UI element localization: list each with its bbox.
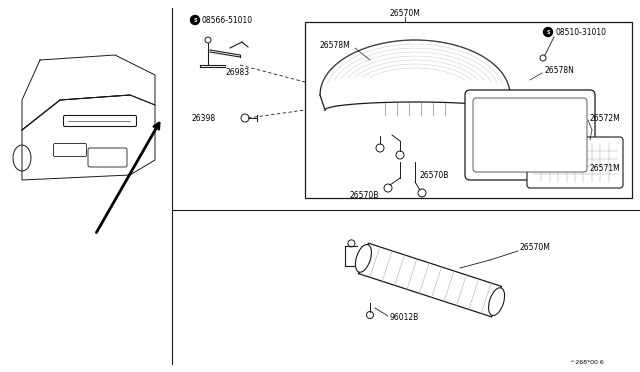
FancyBboxPatch shape <box>54 144 86 157</box>
Circle shape <box>540 55 546 61</box>
Circle shape <box>241 114 249 122</box>
Text: 26578N: 26578N <box>545 65 575 74</box>
Text: ^268*00 6: ^268*00 6 <box>570 360 604 366</box>
Bar <box>305 22 632 198</box>
Text: 96012B: 96012B <box>390 314 419 323</box>
Text: 26570B: 26570B <box>350 190 380 199</box>
Text: 26570B: 26570B <box>420 170 449 180</box>
Circle shape <box>396 151 404 159</box>
Text: 26570M: 26570M <box>390 9 421 17</box>
Circle shape <box>418 189 426 197</box>
Text: 26578M: 26578M <box>320 41 351 49</box>
Text: S: S <box>547 29 550 35</box>
Circle shape <box>348 240 355 247</box>
Circle shape <box>543 28 552 36</box>
Circle shape <box>367 311 374 318</box>
Ellipse shape <box>488 288 504 315</box>
Text: 08566-51010: 08566-51010 <box>202 16 253 25</box>
Text: 26571M: 26571M <box>590 164 621 173</box>
Text: 08510-31010: 08510-31010 <box>556 28 607 36</box>
FancyBboxPatch shape <box>527 137 623 188</box>
Circle shape <box>376 144 384 152</box>
FancyBboxPatch shape <box>63 115 136 126</box>
FancyBboxPatch shape <box>473 98 587 172</box>
Circle shape <box>384 184 392 192</box>
FancyBboxPatch shape <box>465 90 595 180</box>
FancyBboxPatch shape <box>88 148 127 167</box>
Text: 26398: 26398 <box>192 113 216 122</box>
Text: 26983: 26983 <box>225 67 249 77</box>
Text: 26570M: 26570M <box>520 244 551 253</box>
Ellipse shape <box>13 145 31 171</box>
Circle shape <box>205 37 211 43</box>
Text: S: S <box>193 17 196 22</box>
Circle shape <box>191 16 200 25</box>
Ellipse shape <box>355 244 371 272</box>
Text: 26572M: 26572M <box>590 113 621 122</box>
